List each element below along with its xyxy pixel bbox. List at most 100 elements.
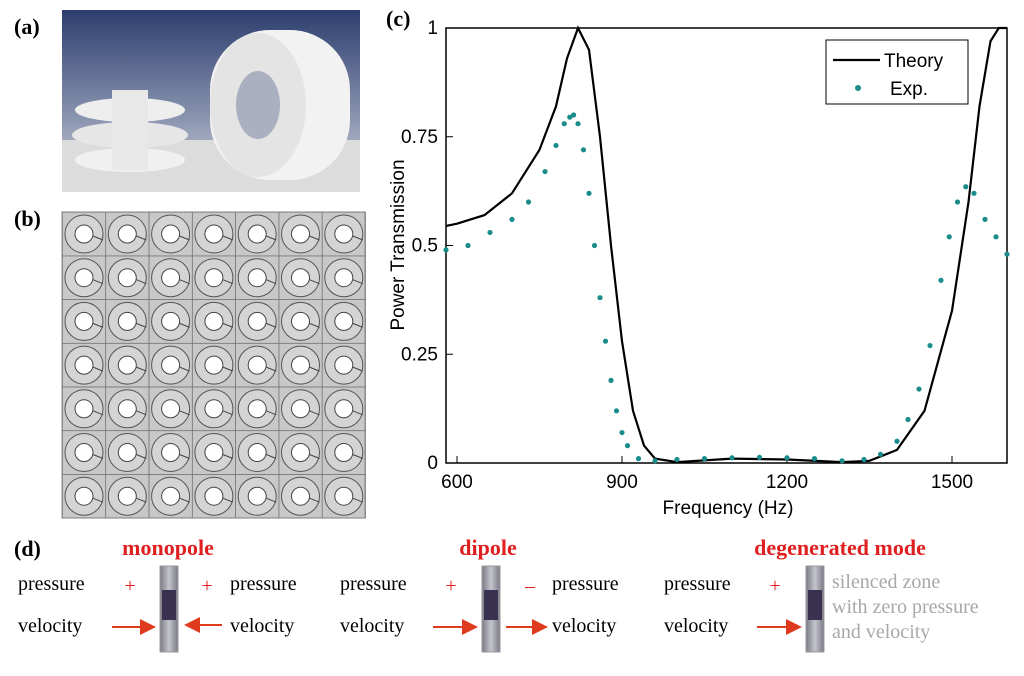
x-axis-label: Frequency (Hz) [663,498,794,519]
hole [204,311,224,331]
hole [117,486,137,506]
mode-title: degenerated mode [754,535,926,560]
fin [179,497,190,503]
exp-point [567,114,573,120]
hole [334,355,354,375]
x-tick-label: 900 [606,472,638,493]
hole [334,399,354,419]
fin [136,366,147,372]
fin [136,235,147,241]
hole [74,268,94,288]
lattice-drawing [61,211,366,519]
y-tick-label: 1 [427,18,438,39]
theory-line [445,25,1007,464]
exp-point [1004,251,1010,257]
fin [179,322,190,328]
fin [222,497,234,503]
fin [266,235,277,241]
hole [74,399,94,419]
fin [179,235,190,241]
hole [161,443,181,462]
exp-point [729,455,735,461]
fin [92,454,104,459]
fin [222,410,234,416]
hole [204,268,224,288]
exp-point [602,338,609,344]
fin [266,366,277,372]
hole [334,224,354,244]
hole [117,224,137,244]
exp-point [963,184,969,190]
y-tick-label: 0.5 [412,236,438,257]
panel-label: (a) [14,14,40,39]
silenced-note: silenced zone [832,571,940,593]
exp-point [756,454,763,460]
fin [136,410,147,416]
exp-point [580,147,587,153]
fin [309,497,320,503]
exp-point [608,377,614,383]
exp-point [927,342,933,349]
row-label: pressure [230,573,297,595]
hole [161,486,181,506]
exp-point [597,295,603,301]
fin [309,366,320,372]
row-label: pressure [340,573,407,595]
hole [74,311,94,331]
exp-point [701,456,708,462]
hole [117,443,137,462]
exp-point [916,386,922,392]
fin [266,279,277,285]
hole [247,268,267,288]
exp-point [905,416,911,423]
mode-title: dipole [459,535,517,560]
hole [291,224,310,244]
hole [117,311,137,331]
fin [309,322,320,328]
hole [161,399,181,419]
fin [92,279,104,285]
hole [334,486,354,506]
row-label: pressure [664,573,731,595]
fin [352,235,363,241]
hole [117,355,137,375]
sign: + [769,575,780,597]
hole [204,224,224,244]
photo [62,10,360,192]
exp-point [586,190,592,196]
fin [92,322,104,328]
hole [291,399,310,419]
resonator-window [162,590,176,620]
row-label: velocity [340,615,404,637]
exp-point [971,190,977,196]
exp-point [861,456,867,463]
fin [179,366,190,372]
exp-point [674,456,680,463]
y-tick-label: 0.25 [401,344,438,365]
fin [352,497,363,503]
sign: – [524,575,536,597]
fin [266,454,277,459]
exp-point [894,438,900,444]
fin [266,322,277,328]
fin [222,366,234,372]
hole [161,355,181,375]
hole [161,268,181,288]
fin [266,410,277,416]
hole [161,311,181,331]
hole [74,486,94,506]
hole [334,311,354,331]
sign: + [201,575,212,597]
fin [136,497,147,503]
hole [291,268,310,288]
hole [334,268,354,288]
panel-label: (b) [14,206,41,231]
fin [309,235,320,241]
fin [309,454,320,459]
hole [291,355,310,375]
hole [74,443,94,462]
x-tick-label: 1500 [931,472,973,493]
fin [136,279,147,285]
hole [291,311,310,331]
